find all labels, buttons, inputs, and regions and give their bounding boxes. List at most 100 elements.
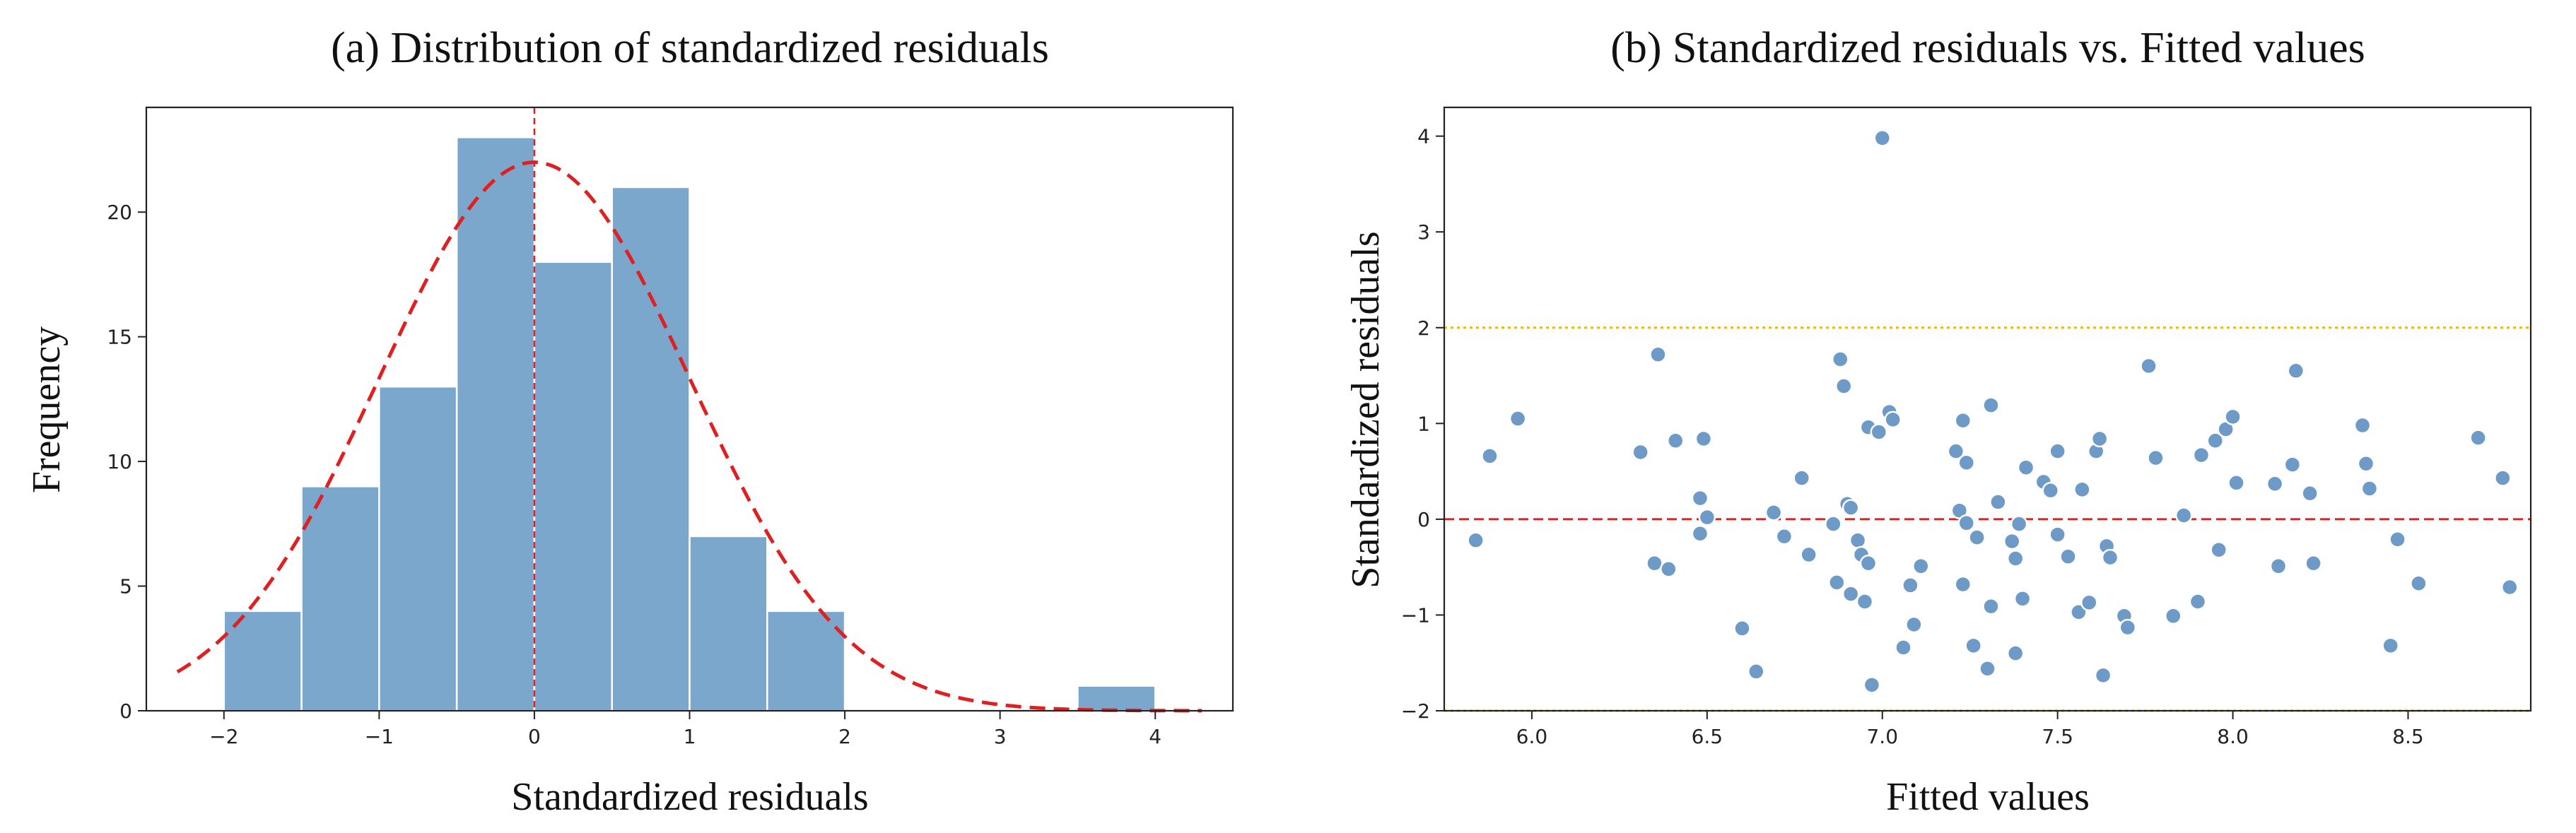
x-tick-label: −2	[209, 725, 238, 748]
scatter-point	[2360, 480, 2379, 497]
scatter-point	[1895, 639, 1912, 656]
scatter-point	[1989, 493, 2007, 511]
y-tick-label: 2	[1417, 317, 1430, 340]
x-tick-label: 6.0	[1516, 725, 1548, 748]
x-tick-label: 0	[528, 725, 541, 748]
scatter-point	[2305, 554, 2322, 572]
scatter-point	[1666, 432, 1685, 449]
scatter-point	[2070, 603, 2088, 621]
scatter-point	[2042, 481, 2059, 500]
scatter-point	[2389, 531, 2406, 548]
histogram-bar	[300, 485, 380, 712]
scatter-point	[1832, 350, 1849, 368]
scatter-point	[1842, 585, 1860, 603]
x-tick-label: 8.0	[2217, 725, 2249, 748]
scatter-point	[2101, 548, 2119, 567]
scatter-point	[1691, 524, 1709, 543]
scatter-point	[1694, 430, 1713, 448]
scatter-point	[1747, 663, 1765, 680]
scatter-point	[2094, 666, 2112, 685]
scatter-point	[2287, 362, 2305, 380]
y-tick-label: 0	[1417, 508, 1430, 531]
scatter-point	[2080, 593, 2098, 612]
x-tick-label: 3	[994, 725, 1007, 748]
histogram-bar	[533, 261, 613, 712]
scatter-point	[2224, 408, 2242, 426]
scatter-point	[1957, 454, 1976, 472]
y-tick-label: −2	[1401, 699, 1430, 723]
scatter-points	[1467, 129, 2519, 694]
y-tick-label: 1	[1417, 412, 1430, 435]
scatter-point	[2357, 455, 2375, 473]
scatter-reference-lines	[1444, 326, 2531, 712]
scatter-point	[2090, 430, 2109, 448]
scatter-point	[2006, 644, 2025, 662]
scatter-point	[1660, 560, 1678, 578]
scatter-point	[2165, 607, 2182, 625]
scatter-point	[1467, 531, 1485, 549]
scatter-point	[2410, 574, 2428, 592]
y-tick-label: 3	[1417, 220, 1430, 244]
scatter-point	[1800, 545, 1817, 564]
scatter-point	[2010, 515, 2028, 533]
scatter-point	[2301, 485, 2319, 502]
scatter-point	[1957, 514, 1976, 532]
scatter-point	[2283, 456, 2302, 473]
scatter-point	[1834, 377, 1853, 395]
x-tick-label: 2	[838, 725, 851, 748]
histogram-bar	[223, 610, 303, 712]
scatter-point	[1775, 528, 1793, 545]
x-tick-label: −1	[365, 725, 394, 748]
histogram-bar	[455, 136, 536, 712]
scatter-point	[1965, 637, 1982, 655]
scatter-point	[1982, 396, 2000, 414]
scatter-point	[1793, 469, 1810, 487]
scatter-point	[2006, 550, 2025, 567]
scatter-point	[2469, 429, 2487, 447]
scatter-point	[1764, 504, 1783, 521]
scatter-point	[2003, 532, 2021, 550]
scatter-point	[2073, 480, 2091, 499]
x-tick-label: 7.5	[2042, 725, 2073, 748]
x-tick-label: 6.5	[1692, 725, 1723, 748]
histogram-bar	[1077, 685, 1157, 712]
scatter-point	[2049, 442, 2066, 460]
scatter-point	[1825, 515, 1842, 533]
scatter-point	[1509, 410, 1527, 427]
scatter-point	[1947, 442, 1965, 460]
histogram-bar	[611, 186, 691, 712]
scatter-point	[2210, 541, 2227, 559]
scatter-point	[1873, 129, 1892, 147]
scatter-point	[1954, 575, 1972, 593]
scatter-point	[2049, 526, 2066, 543]
x-tick-label: 7.0	[1866, 725, 1898, 748]
scatter-point	[2119, 618, 2137, 637]
scatter-point	[1828, 574, 1846, 591]
scatter-point	[2147, 449, 2165, 467]
x-tick-label: 1	[684, 725, 696, 748]
scatter-point	[1691, 489, 1709, 507]
y-tick-label: 4	[1417, 125, 1430, 148]
scatter-point	[2266, 475, 2284, 492]
scatter-point	[2174, 507, 2193, 524]
y-tick-label: 20	[107, 201, 132, 224]
scatter-point	[2192, 446, 2211, 464]
scatter-point	[1982, 597, 2000, 615]
scatter-point	[2189, 593, 2207, 610]
scatter-title: (b) Standardized residuals vs. Fitted va…	[1610, 24, 2365, 72]
scatter-point	[2501, 578, 2519, 596]
y-tick-label: 15	[107, 326, 132, 349]
scatter-point	[1912, 557, 1930, 575]
scatter-point	[1481, 447, 1499, 465]
scatter-point	[1979, 660, 1996, 678]
histogram-bar	[689, 535, 768, 712]
scatter-point	[2227, 474, 2245, 492]
scatter-point	[1863, 676, 1881, 694]
scatter-point	[1856, 593, 1874, 610]
x-tick-label: 8.5	[2392, 725, 2424, 748]
scatter-point	[1733, 620, 1751, 637]
histogram-bars	[223, 136, 1157, 712]
scatter-point	[1884, 410, 1902, 429]
scatter-point	[2206, 432, 2225, 449]
